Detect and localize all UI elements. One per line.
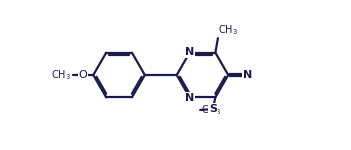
Text: CH$_3$: CH$_3$ [218,23,238,37]
Text: N: N [185,93,194,103]
Text: O: O [79,70,87,80]
Text: N: N [243,70,252,80]
Text: N: N [185,47,194,57]
Text: CH$_3$: CH$_3$ [201,103,221,117]
Text: S: S [209,104,217,114]
Text: CH$_3$: CH$_3$ [52,68,72,82]
